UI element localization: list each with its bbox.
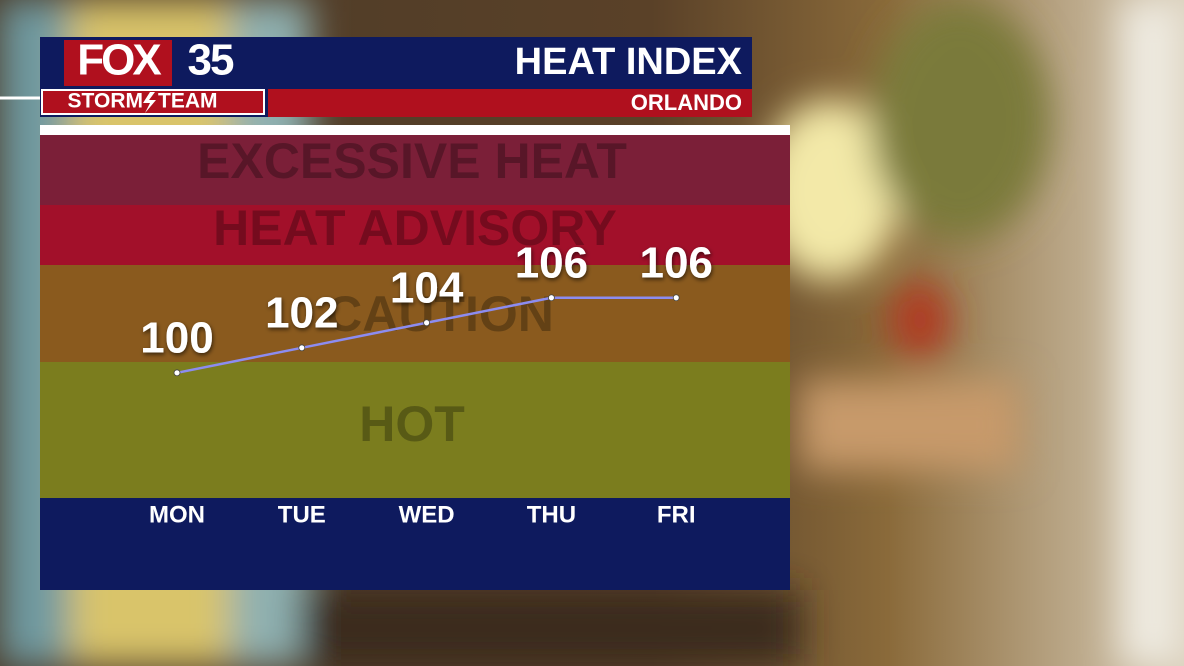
chart-top-strip <box>40 125 790 135</box>
point <box>423 319 431 327</box>
chart-title: HEAT INDEX <box>515 41 743 83</box>
point <box>173 369 181 377</box>
band-label: HOT <box>359 396 465 452</box>
bolt-icon <box>143 92 156 113</box>
x-tick-label: TUE <box>278 501 326 528</box>
band <box>40 265 790 362</box>
band-label: HEAT ADVISORY <box>213 200 617 256</box>
value-label: 106 <box>515 238 588 287</box>
band-label: EXCESSIVE HEAT <box>197 133 627 189</box>
band <box>40 362 790 498</box>
value-label: 106 <box>639 238 712 287</box>
x-tick-label: THU <box>527 501 576 528</box>
subtitle-bar <box>268 89 752 117</box>
point <box>672 294 680 302</box>
channel: 35 <box>188 36 234 85</box>
chart: EXCESSIVE HEAT HEAT ADVISORY CAUTION HOT MON… <box>40 125 790 590</box>
band-label: CAUTION <box>326 286 554 342</box>
point <box>548 294 555 302</box>
value-label: 102 <box>265 288 338 337</box>
x-tick-label: FRI <box>657 501 696 528</box>
x-axis-bar <box>40 498 790 590</box>
x-tick-label: MON <box>149 501 205 528</box>
team-label: TEAM <box>158 90 218 113</box>
header: FOX 35 STORM TEAM HEAT INDEX ORLANDO <box>40 36 752 117</box>
logo-box <box>64 40 172 86</box>
point <box>298 344 306 352</box>
team-label: STORM <box>68 90 143 113</box>
chart-subtitle: ORLANDO <box>631 90 742 115</box>
band <box>40 135 790 205</box>
band <box>40 205 790 265</box>
brand: FOX <box>77 36 161 85</box>
value-label: 104 <box>390 263 464 312</box>
x-tick-label: WED <box>399 501 455 528</box>
value-label: 100 <box>140 313 213 362</box>
